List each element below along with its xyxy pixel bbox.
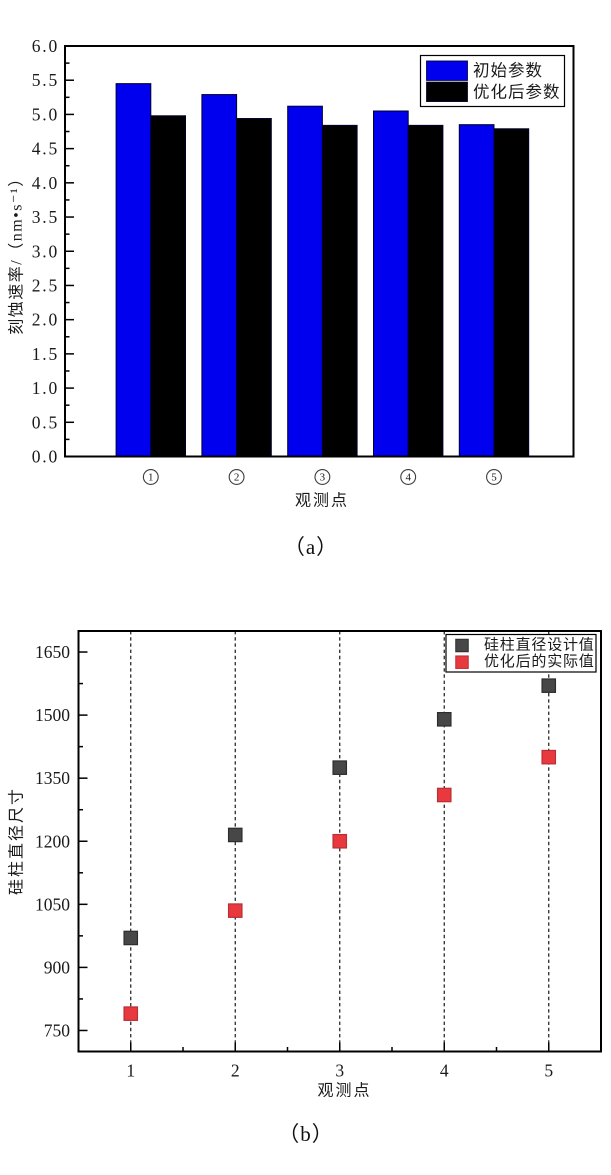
bar-series-0 [115, 83, 495, 458]
x-axis-ticks-b: 1 2 3 4 5 [126, 1042, 553, 1081]
y-tick-label-b: 1650 [35, 642, 70, 662]
x-axis-categories-a: 1 2 3 4 5 [142, 469, 502, 485]
legend-label-b-0: 硅柱直径设计值 [484, 637, 595, 654]
y-tick-label-a: 4.5 [32, 139, 59, 159]
bar-优化后参数-5 [493, 128, 530, 457]
category-digit: 3 [320, 472, 326, 484]
category-digit: 4 [405, 472, 411, 484]
legend-swatch-a-1 [426, 81, 468, 102]
marker-优化后的实际值-2 [227, 903, 243, 918]
x-tick-label-b: 3 [335, 1061, 344, 1081]
plot-frame-b [77, 630, 602, 1053]
y-axis-ticks-b: 750 900 1050 1200 1350 1500 1650 [35, 642, 88, 1040]
x-axis-title-a: 观测点 [295, 492, 349, 510]
y-tick-label-b: 750 [44, 1020, 71, 1040]
scatter-series-0 [123, 678, 557, 946]
y-tick-label-a: 1.0 [32, 378, 59, 398]
y-tick-label-a: 3.5 [32, 207, 59, 227]
y-tick-label-a: 4.0 [32, 173, 59, 193]
plot-frame-a [64, 45, 575, 458]
chart-a-caption: （a） [283, 535, 339, 559]
category-label-5: 5 [486, 469, 502, 485]
legend-swatch-a-0 [426, 60, 468, 81]
legend-label-b-1: 优化后的实际值 [484, 653, 595, 670]
scatter-series-1 [123, 749, 557, 1021]
y-tick-label-a: 5.5 [32, 70, 59, 90]
y-tick-label-a: 2.0 [32, 310, 59, 330]
legend-swatch-b-1 [455, 655, 469, 669]
y-tick-label-a: 1.5 [32, 344, 59, 364]
category-label-1: 1 [142, 469, 159, 485]
x-tick-label-b: 1 [126, 1061, 135, 1081]
category-circle [142, 469, 159, 485]
y-tick-label-a: 0.5 [32, 412, 59, 432]
y-tick-label-a: 3.0 [32, 241, 59, 261]
chart-b: 750 900 1050 1200 1350 1500 1650 1 2 3 4 5 硅柱直径设计值优化… [8, 630, 602, 1100]
y-tick-label-b: 1500 [35, 705, 70, 725]
y-axis-title-b: 硅柱直径尺寸 [8, 787, 26, 895]
bar-初始参数-3 [287, 105, 323, 457]
bar-初始参数-2 [201, 94, 238, 457]
marker-优化后的实际值-3 [332, 833, 348, 849]
category-circle [400, 469, 417, 485]
marker-硅柱直径设计值-1 [123, 930, 139, 946]
y-axis-ticks-a: 0.0 0.5 1.0 1.5 2.0 2.5 3.0 3.5 4.0 4.5 5.0 5.5 6.0 [32, 36, 74, 467]
x-tick-label-b: 2 [231, 1061, 240, 1081]
x-axis-title-b: 观测点 [317, 1082, 371, 1100]
marker-硅柱直径设计值-3 [332, 760, 348, 775]
bar-优化后参数-3 [321, 124, 358, 457]
category-digit: 5 [491, 472, 497, 484]
category-digit: 1 [148, 472, 154, 484]
marker-优化后的实际值-4 [436, 787, 452, 803]
y-tick-label-b: 1200 [35, 831, 70, 851]
bar-初始参数-1 [115, 83, 152, 457]
bar-优化后参数-1 [150, 115, 187, 457]
category-circle [486, 469, 502, 485]
legend-swatch-b-0 [455, 638, 469, 653]
gridlines-b [130, 631, 550, 1052]
category-circle [228, 469, 245, 485]
chart-a: 0.0 0.5 1.0 1.5 2.0 2.5 3.0 3.5 4.0 4.5 5.0 5.5 6.0 1… [8, 36, 575, 510]
category-digit: 2 [234, 472, 240, 484]
category-label-3: 3 [314, 469, 331, 485]
bar-优化后参数-2 [236, 118, 272, 457]
category-circle [314, 469, 331, 485]
marker-优化后的实际值-5 [541, 749, 557, 765]
y-tick-label-a: 0.0 [32, 447, 59, 467]
category-label-2: 2 [228, 469, 245, 485]
y-tick-label-b: 1050 [35, 894, 70, 914]
y-tick-label-a: 5.0 [32, 104, 59, 124]
legend-label-a-0: 初始参数 [473, 61, 543, 80]
marker-硅柱直径设计值-2 [227, 827, 243, 843]
bar-优化后参数-4 [407, 124, 444, 457]
x-tick-label-b: 4 [440, 1061, 449, 1081]
marker-硅柱直径设计值-4 [436, 712, 452, 727]
y-tick-label-b: 900 [44, 957, 71, 977]
legend-label-a-1: 优化后参数 [473, 82, 561, 101]
marker-硅柱直径设计值-5 [541, 678, 557, 693]
y-tick-label-a: 2.5 [32, 275, 59, 295]
x-tick-label-b: 5 [544, 1061, 553, 1081]
bar-初始参数-4 [373, 110, 409, 458]
chart-b-caption: （b） [278, 1122, 334, 1146]
y-axis-title-a: 刻蚀速率/（nm•s⁻¹） [8, 169, 26, 334]
category-label-4: 4 [400, 469, 417, 485]
marker-优化后的实际值-1 [123, 1006, 139, 1021]
y-tick-label-a: 6.0 [32, 36, 59, 56]
legend-box-b [445, 633, 597, 673]
bar-初始参数-5 [458, 124, 495, 457]
y-tick-label-b: 1350 [35, 768, 70, 788]
